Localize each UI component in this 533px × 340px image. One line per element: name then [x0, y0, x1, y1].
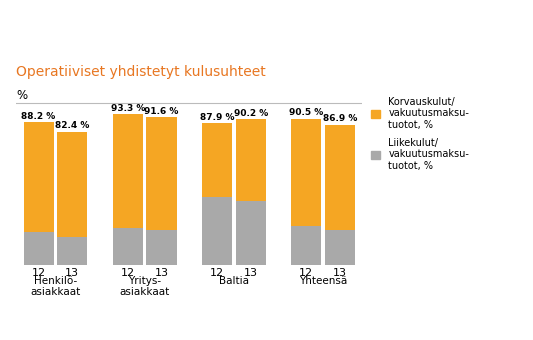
Bar	[147, 231, 176, 265]
Text: 12: 12	[210, 269, 224, 278]
Text: Henkilö-
asiakkaat: Henkilö- asiakkaat	[30, 276, 80, 297]
Bar	[112, 228, 143, 265]
Legend: Korvauskulut/
vakuutusmaksu-
tuotot, %, Liikekulut/
vakuutusmaksu-
tuotot, %: Korvauskulut/ vakuutusmaksu- tuotot, %, …	[371, 97, 469, 171]
Text: 12: 12	[299, 269, 313, 278]
Text: 90.5 %: 90.5 %	[289, 108, 323, 117]
Text: 91.6 %: 91.6 %	[144, 107, 179, 116]
Text: 93.3 %: 93.3 %	[110, 104, 145, 113]
Text: 87.9 %: 87.9 %	[200, 113, 234, 122]
Bar	[147, 117, 176, 231]
Text: %: %	[16, 89, 27, 102]
Text: Baltia: Baltia	[219, 276, 249, 286]
Text: 82.4 %: 82.4 %	[55, 121, 90, 131]
Bar	[112, 114, 143, 228]
Text: 86.9 %: 86.9 %	[322, 114, 357, 123]
Text: 12: 12	[120, 269, 135, 278]
Text: Yhteensä: Yhteensä	[299, 276, 347, 286]
Bar	[202, 197, 232, 265]
Bar	[23, 232, 53, 265]
Text: 13: 13	[333, 269, 347, 278]
Bar	[236, 119, 266, 201]
Bar	[58, 132, 87, 237]
Bar	[291, 226, 321, 265]
Text: 90.2 %: 90.2 %	[233, 109, 268, 118]
Bar	[202, 123, 232, 197]
Text: 13: 13	[244, 269, 258, 278]
Bar	[58, 237, 87, 265]
Text: 88.2 %: 88.2 %	[21, 112, 55, 121]
Text: 13: 13	[155, 269, 168, 278]
Text: Operatiiviset yhdistetyt kulusuhteet: Operatiiviset yhdistetyt kulusuhteet	[16, 65, 266, 79]
Bar	[236, 201, 266, 265]
Bar	[325, 124, 355, 231]
Bar	[23, 122, 53, 232]
Text: 13: 13	[66, 269, 79, 278]
Text: Yritys-
asiakkaat: Yritys- asiakkaat	[119, 276, 169, 297]
Bar	[325, 231, 355, 265]
Text: 12: 12	[31, 269, 46, 278]
Bar	[291, 119, 321, 226]
